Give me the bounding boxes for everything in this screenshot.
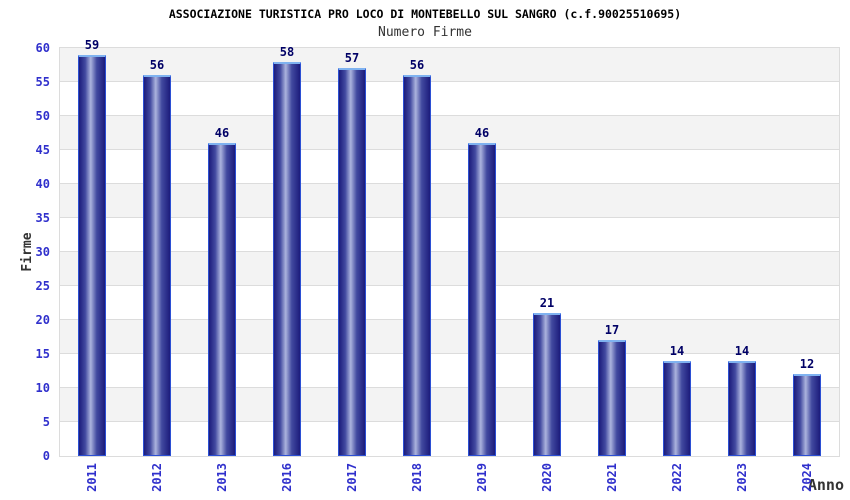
bar-value-label: 14	[669, 344, 685, 358]
bar-value-label: 58	[279, 45, 295, 59]
gridline	[59, 149, 840, 150]
gridline	[59, 183, 840, 184]
bar-value-label: 56	[409, 58, 425, 72]
bar	[663, 361, 691, 456]
bar-value-label: 46	[474, 126, 490, 140]
x-tick-label: 2019	[475, 463, 489, 492]
x-tick-label: 2013	[215, 463, 229, 492]
plot-area	[59, 48, 840, 456]
bar-value-label: 59	[84, 38, 100, 52]
bar	[793, 374, 821, 456]
bar	[403, 75, 431, 456]
y-tick-label: 25	[35, 279, 50, 293]
gridline	[59, 353, 840, 354]
y-tick-label: 60	[35, 41, 50, 55]
x-tick-label: 2018	[410, 463, 424, 492]
gridline	[59, 251, 840, 252]
gridline	[59, 217, 840, 218]
y-tick-label: 15	[35, 347, 50, 361]
bar	[598, 340, 626, 456]
bar	[143, 75, 171, 456]
x-tick-label: 2021	[605, 463, 619, 492]
x-tick-label: 2011	[85, 463, 99, 492]
gridline	[59, 47, 840, 48]
y-tick-label: 40	[35, 177, 50, 191]
y-tick-label: 0	[42, 449, 50, 463]
bar	[338, 68, 366, 456]
bar	[78, 55, 106, 456]
gridline	[59, 421, 840, 422]
y-tick-label: 50	[35, 109, 50, 123]
x-axis-title: Anno	[807, 476, 844, 494]
y-tick-label: 20	[35, 313, 50, 327]
y-tick-label: 30	[35, 245, 50, 259]
chart-title: ASSOCIAZIONE TURISTICA PRO LOCO DI MONTE…	[168, 7, 682, 21]
gridline	[59, 387, 840, 388]
y-tick-label: 5	[42, 415, 50, 429]
x-tick-label: 2024	[800, 463, 814, 492]
bar-value-label: 12	[799, 357, 815, 371]
bar-value-label: 57	[344, 51, 360, 65]
x-tick-label: 2023	[735, 463, 749, 492]
chart-subtitle: Numero Firme	[378, 25, 472, 40]
bar-value-label: 21	[539, 296, 555, 310]
bar	[533, 313, 561, 456]
x-tick-label: 2012	[150, 463, 164, 492]
bar-value-label: 17	[604, 323, 620, 337]
bar	[468, 143, 496, 456]
bar	[728, 361, 756, 456]
x-tick-label: 2017	[345, 463, 359, 492]
gridline	[59, 319, 840, 320]
y-tick-label: 35	[35, 211, 50, 225]
bar	[273, 62, 301, 456]
gridline	[59, 285, 840, 286]
x-tick-label: 2020	[540, 463, 554, 492]
y-tick-label: 55	[35, 75, 50, 89]
y-tick-label: 45	[35, 143, 50, 157]
x-tick-label: 2022	[670, 463, 684, 492]
gridline	[59, 456, 840, 457]
gridline	[59, 81, 840, 82]
bar-value-label: 46	[214, 126, 230, 140]
x-tick-label: 2016	[280, 463, 294, 492]
gridline	[59, 115, 840, 116]
bar-value-label: 56	[149, 58, 165, 72]
bar-value-label: 14	[734, 344, 750, 358]
bar	[208, 143, 236, 456]
y-tick-label: 10	[35, 381, 50, 395]
